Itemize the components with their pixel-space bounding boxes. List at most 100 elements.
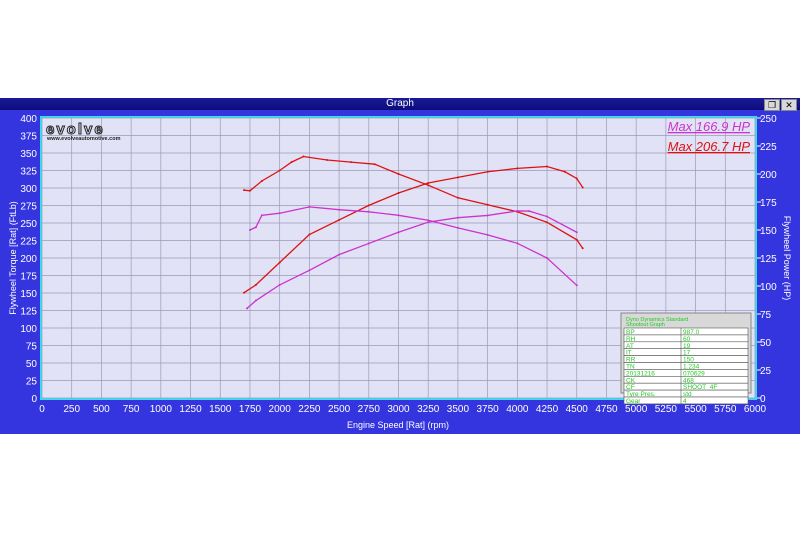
y-tick-label: 125 xyxy=(20,307,37,318)
data-point xyxy=(528,210,531,213)
info-value: 070629 xyxy=(683,370,705,377)
data-point xyxy=(349,161,352,164)
y-tick-label: 200 xyxy=(20,254,37,265)
data-point xyxy=(254,226,257,229)
x-tick-label: 250 xyxy=(63,404,80,415)
y-tick-label: 175 xyxy=(20,272,37,283)
logo-text: evolve xyxy=(46,121,105,138)
y2-tick-label: 0 xyxy=(760,394,766,405)
data-point xyxy=(308,205,311,208)
data-point xyxy=(546,165,549,168)
x-tick-label: 1250 xyxy=(179,404,202,415)
y-tick-label: 300 xyxy=(20,184,37,195)
data-point xyxy=(486,214,489,217)
x-tick-label: 5000 xyxy=(625,404,648,415)
x-tick-label: 500 xyxy=(93,404,110,415)
data-point xyxy=(456,226,459,229)
info-value: 150 xyxy=(683,357,694,364)
x-tick-label: 3000 xyxy=(387,404,410,415)
data-point xyxy=(427,219,430,222)
data-point xyxy=(516,242,519,245)
data-point xyxy=(260,180,263,182)
data-point xyxy=(575,231,578,234)
x-tick-label: 750 xyxy=(123,404,140,415)
y-tick-label: 150 xyxy=(20,289,37,300)
data-point xyxy=(575,238,578,241)
info-key: RR xyxy=(626,357,636,364)
data-point xyxy=(546,221,549,224)
logo: evolve www.evolveautomotive.com xyxy=(46,121,121,143)
data-point xyxy=(397,231,400,234)
x-tick-label: 4250 xyxy=(536,404,559,415)
data-point xyxy=(254,283,257,286)
y-tick-label: 375 xyxy=(20,132,37,143)
data-point xyxy=(367,242,370,245)
info-key: BP xyxy=(626,329,635,336)
y2-tick-label: 200 xyxy=(760,170,777,181)
logo-url: www.evolveautomotive.com xyxy=(46,136,121,142)
y2-tick-label: 125 xyxy=(760,254,777,265)
y-tick-label: 350 xyxy=(20,149,37,160)
y2-axis-label: Flywheel Power (HP) xyxy=(782,216,792,301)
restore-icon[interactable]: ❐ xyxy=(764,99,780,111)
y2-tick-label: 75 xyxy=(760,310,772,321)
data-point xyxy=(278,261,281,264)
data-point xyxy=(308,269,311,272)
series-line-2 xyxy=(249,206,578,286)
data-point xyxy=(243,291,246,294)
data-point xyxy=(373,163,376,166)
info-key: TN xyxy=(626,364,635,371)
y2-tick-label: 100 xyxy=(760,282,777,293)
x-tick-label: 3750 xyxy=(477,404,500,415)
data-point xyxy=(486,170,489,173)
y-tick-label: 250 xyxy=(20,219,37,230)
data-point xyxy=(248,189,251,192)
y-tick-label: 75 xyxy=(26,342,38,353)
data-point xyxy=(581,247,584,250)
y-tick-label: 275 xyxy=(20,202,37,213)
data-point xyxy=(326,159,329,161)
close-icon[interactable]: ✕ xyxy=(781,99,797,111)
data-point xyxy=(575,284,578,287)
window-title: Graph xyxy=(386,98,414,109)
info-value: 987.0 xyxy=(683,329,700,336)
data-point xyxy=(338,218,341,221)
y2-tick-label: 150 xyxy=(760,226,777,237)
data-point xyxy=(546,215,549,218)
y2-tick-label: 50 xyxy=(760,338,772,349)
data-point xyxy=(367,210,370,213)
y2-tick-label: 250 xyxy=(760,114,777,125)
data-point xyxy=(278,169,281,172)
info-table-title: Shootout Graph xyxy=(626,322,665,328)
data-point xyxy=(486,203,489,206)
data-point xyxy=(260,214,263,217)
data-point xyxy=(254,299,257,302)
data-point xyxy=(456,196,459,199)
data-point xyxy=(248,229,251,231)
x-tick-label: 0 xyxy=(39,404,45,415)
y2-tick-label: 225 xyxy=(760,142,777,153)
x-tick-label: 5750 xyxy=(714,404,737,415)
data-point xyxy=(486,233,489,236)
info-value: 60 xyxy=(683,336,691,343)
info-key: 20131216 xyxy=(626,370,655,377)
data-point xyxy=(563,170,566,173)
data-point xyxy=(397,173,400,175)
y2-tick-label: 175 xyxy=(760,198,777,209)
data-point xyxy=(575,177,578,180)
x-tick-label: 4750 xyxy=(595,404,618,415)
data-point xyxy=(546,257,549,259)
data-point xyxy=(338,208,341,211)
info-key: CF xyxy=(626,384,635,391)
max-hp-red: Max 206.7 HP xyxy=(668,139,751,154)
data-point xyxy=(427,184,430,187)
data-point xyxy=(427,181,430,184)
series-line-3 xyxy=(246,210,578,309)
data-point xyxy=(290,161,293,164)
x-tick-label: 5500 xyxy=(684,404,707,415)
data-point xyxy=(397,192,400,195)
data-point xyxy=(516,209,519,212)
y-tick-label: 400 xyxy=(20,114,37,125)
data-point xyxy=(243,189,246,192)
